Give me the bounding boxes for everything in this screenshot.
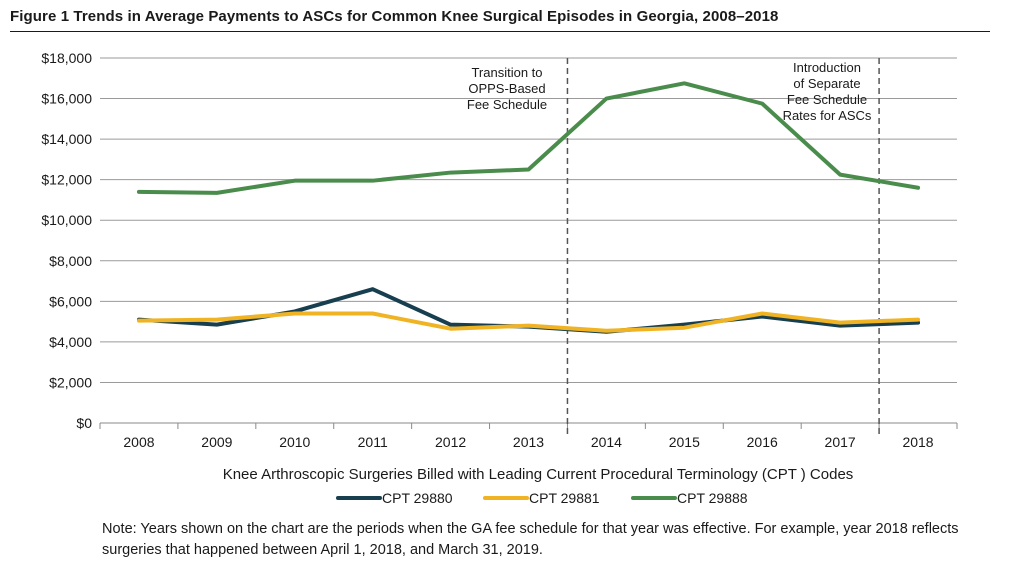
x-tick-label: 2017 [825,434,856,450]
x-tick-label: 2008 [123,434,154,450]
data-point [604,329,608,333]
data-point [682,81,686,85]
x-tick-label: 2010 [279,434,310,450]
title-divider [10,31,990,32]
x-tick-label: 2013 [513,434,544,450]
data-point [682,326,686,330]
data-point [293,179,297,183]
axes [99,422,958,429]
data-point [449,171,453,175]
y-tick-label: $8,000 [49,253,92,269]
tick-labels: $0 $2,000 $4,000 $6,000 $8,000 $10,000 $12,000… [41,50,933,450]
data-point [449,327,453,331]
y-tick-label: $14,000 [41,131,92,147]
annotations: Transition to OPPS-Based Fee ScheduleIntro… [467,60,872,123]
x-axis-title: Knee Arthroscopic Surgeries Billed with … [223,466,854,483]
annotation-text-line: of Separate [793,76,860,91]
y-tick-label: $18,000 [41,50,92,66]
x-tick-label: 2016 [747,434,778,450]
legend: CPT 29880 CPT 29881 CPT 29888 [336,490,748,506]
x-tick-label: 2015 [669,434,700,450]
data-point [137,190,141,194]
data-point [371,287,375,291]
annotation-text-line: OPPS-Based [468,81,545,96]
x-tick-label: 2011 [358,434,388,450]
annotation-text-line: Fee Schedule [467,97,547,112]
legend-label: CPT 29888 [677,490,748,506]
y-tick-label: $4,000 [49,334,92,350]
y-tick-label: $12,000 [41,172,92,188]
data-point [527,168,530,172]
y-tick-label: $6,000 [49,293,92,309]
data-point [449,323,453,327]
data-point [916,186,920,190]
figure-note: Note: Years shown on the chart are the p… [102,521,959,558]
data-point [371,179,375,183]
data-point [760,312,764,315]
data-point [916,321,920,325]
x-tick-label: 2009 [201,434,232,450]
data-point [760,315,764,319]
data-point [838,173,842,177]
data-point [293,312,297,315]
figure-title: Figure 1 Trends in Average Payments to A… [10,8,779,25]
data-series [136,81,921,334]
x-tick-label: 2014 [591,434,622,450]
x-tick-label: 2018 [902,434,933,450]
data-point [916,318,920,322]
data-point [371,312,375,315]
data-point [838,324,842,328]
legend-label: CPT 29881 [529,490,600,506]
data-point [527,324,530,328]
annotation-text-line: Transition to [471,65,542,80]
annotation-lines [566,58,880,436]
data-point [215,323,219,327]
data-point [760,102,764,106]
data-point [215,318,219,322]
annotation-text-line: Rates for ASCs [783,108,872,123]
annotation-text: Transition to OPPS-Based Fee Schedule [467,65,547,112]
data-point [838,321,842,325]
y-tick-label: $10,000 [41,212,92,228]
y-tick-label: $2,000 [49,374,92,390]
gridlines [100,57,957,383]
x-tick-label: 2012 [435,434,466,450]
data-point [682,323,686,327]
y-tick-label: $0 [76,415,92,431]
annotation-text: Introduction of Separate Fee Schedule Rates… [783,60,872,123]
data-point [215,191,219,195]
annotation-text-line: Introduction [793,60,861,75]
y-tick-label: $16,000 [41,91,92,107]
data-point [137,319,141,323]
data-point [604,97,608,101]
legend-label: CPT 29880 [382,490,453,506]
annotation-text-line: Fee Schedule [787,92,867,107]
